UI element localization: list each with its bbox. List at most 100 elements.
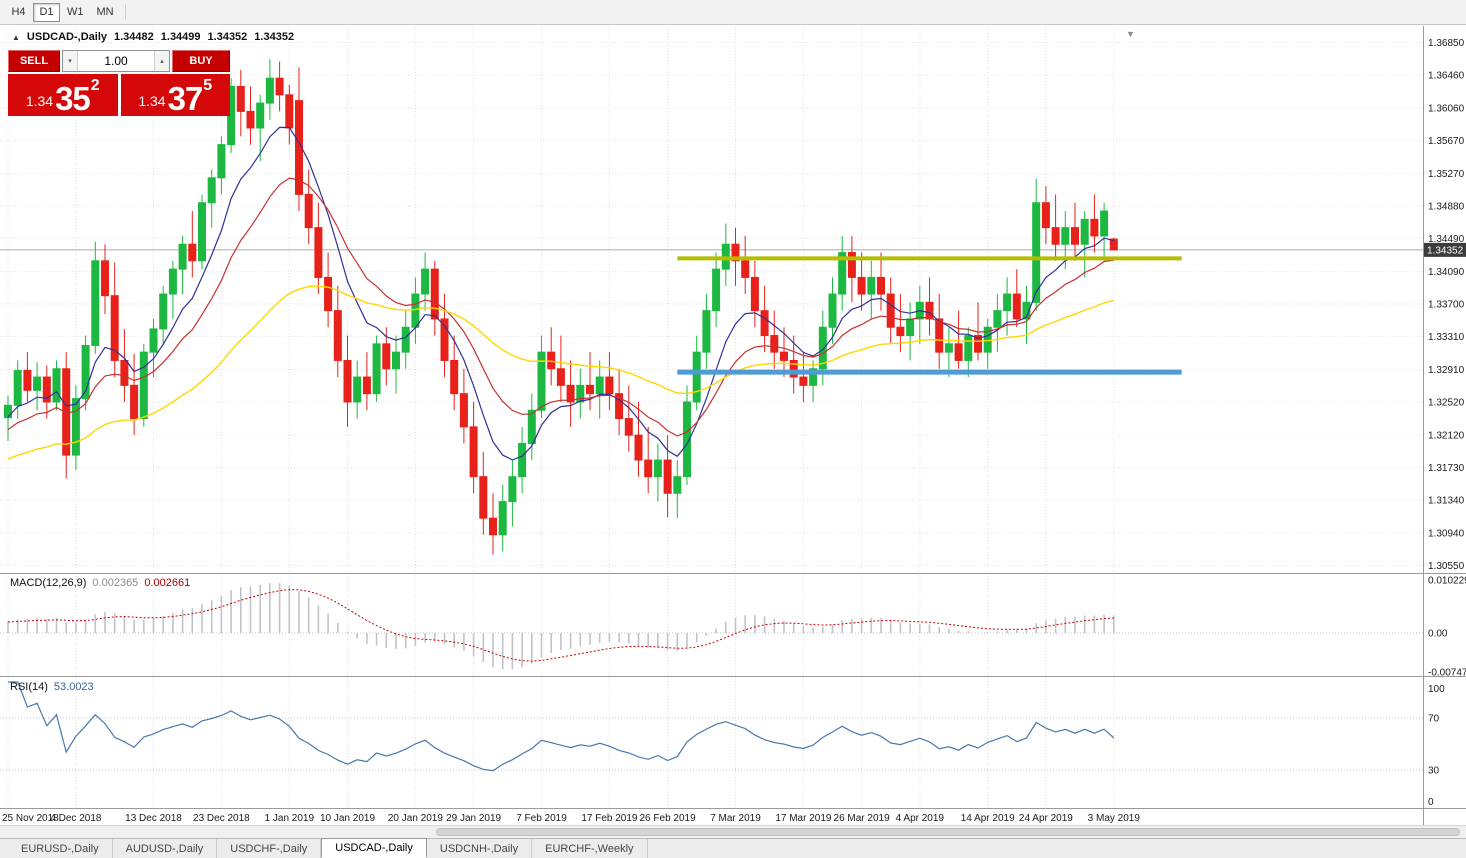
candle[interactable] xyxy=(304,169,313,245)
candle[interactable] xyxy=(712,252,721,328)
candle[interactable] xyxy=(828,277,837,344)
candle[interactable] xyxy=(644,426,653,494)
candle[interactable] xyxy=(265,59,274,120)
candle[interactable] xyxy=(809,360,818,402)
candle[interactable] xyxy=(91,241,100,354)
candle[interactable] xyxy=(857,252,866,311)
candle[interactable] xyxy=(1090,194,1099,253)
candle[interactable] xyxy=(780,327,788,378)
candle[interactable] xyxy=(566,360,575,427)
symbol-tab-usdcad[interactable]: USDCAD-,Daily xyxy=(321,838,427,858)
candle[interactable] xyxy=(440,294,449,378)
candle[interactable] xyxy=(459,368,468,444)
candle[interactable] xyxy=(324,252,333,328)
candle[interactable] xyxy=(527,393,536,461)
candle[interactable] xyxy=(295,67,303,212)
volume-stepper[interactable]: ▾ 1.00 ▴ xyxy=(62,50,170,72)
candle[interactable] xyxy=(450,335,459,411)
candle[interactable] xyxy=(1041,186,1050,245)
candle[interactable] xyxy=(974,302,982,361)
candle[interactable] xyxy=(217,136,226,195)
candle[interactable] xyxy=(52,360,61,411)
candle[interactable] xyxy=(741,235,750,295)
buy-button[interactable]: BUY xyxy=(172,50,230,72)
candle[interactable] xyxy=(605,352,614,411)
candle[interactable] xyxy=(915,285,924,344)
candle[interactable] xyxy=(886,277,895,344)
candle[interactable] xyxy=(673,460,682,519)
price-chart-canvas[interactable]: 1.36850 1.36460 1.36060 1.35670 1.35270 1.348… xyxy=(0,0,1466,830)
candle[interactable] xyxy=(13,360,22,419)
candle[interactable] xyxy=(372,335,381,402)
sell-price-panel[interactable]: 1.34 35 2 xyxy=(8,74,118,116)
candle[interactable] xyxy=(430,260,439,336)
candle[interactable] xyxy=(838,235,847,311)
candle[interactable] xyxy=(508,460,517,527)
candle[interactable] xyxy=(944,327,953,378)
candle[interactable] xyxy=(159,285,168,346)
symbol-tab-eurusd[interactable]: EURUSD-,Daily xyxy=(8,839,113,858)
candle[interactable] xyxy=(624,385,633,452)
candle[interactable] xyxy=(1109,237,1118,251)
sell-button[interactable]: SELL xyxy=(8,50,60,72)
candle[interactable] xyxy=(246,86,255,145)
candle[interactable] xyxy=(62,352,71,479)
candle[interactable] xyxy=(479,451,488,535)
candle[interactable] xyxy=(178,235,187,295)
candle[interactable] xyxy=(1022,285,1031,344)
candle[interactable] xyxy=(1003,277,1012,336)
candle[interactable] xyxy=(615,368,624,436)
candle[interactable] xyxy=(760,285,769,353)
candle[interactable] xyxy=(1071,202,1079,261)
candle[interactable] xyxy=(236,69,245,137)
horizontal-scrollbar[interactable] xyxy=(0,825,1466,838)
candle[interactable] xyxy=(750,260,759,328)
candle[interactable] xyxy=(333,285,342,378)
timeframe-tab-w1[interactable]: W1 xyxy=(67,6,84,18)
candle[interactable] xyxy=(4,395,12,441)
symbol-tab-usdcnh[interactable]: USDCNH-,Daily xyxy=(427,839,533,858)
candle[interactable] xyxy=(935,294,944,369)
candle[interactable] xyxy=(207,169,216,228)
candle[interactable] xyxy=(1100,202,1109,261)
symbol-tab-eurchf[interactable]: EURCHF-,Weekly xyxy=(532,839,648,858)
candle[interactable] xyxy=(314,202,323,295)
candle[interactable] xyxy=(42,365,51,419)
candle[interactable] xyxy=(663,435,672,518)
candle[interactable] xyxy=(954,310,963,369)
candle[interactable] xyxy=(653,443,662,502)
price-axis-labels[interactable]: 1.36850 1.36460 1.36060 1.35670 1.35270 1.348… xyxy=(1428,38,1465,572)
scrollbar-thumb[interactable] xyxy=(436,828,1460,836)
candle[interactable] xyxy=(634,401,643,477)
candle[interactable] xyxy=(537,335,546,419)
candle[interactable] xyxy=(353,360,362,419)
volume-increase-icon[interactable]: ▴ xyxy=(154,51,169,71)
candle[interactable] xyxy=(702,294,711,369)
candle[interactable] xyxy=(110,262,119,378)
candle[interactable] xyxy=(877,252,885,311)
candle[interactable] xyxy=(489,493,497,555)
candle[interactable] xyxy=(130,353,139,436)
candle[interactable] xyxy=(586,352,594,411)
candle[interactable] xyxy=(993,294,1002,353)
candle[interactable] xyxy=(275,61,284,112)
candle[interactable] xyxy=(847,235,856,303)
candle[interactable] xyxy=(33,362,42,411)
candle[interactable] xyxy=(256,94,265,162)
candle[interactable] xyxy=(925,277,934,336)
candle[interactable] xyxy=(867,260,876,319)
buy-price-panel[interactable]: 1.34 37 5 xyxy=(120,74,230,116)
candle[interactable] xyxy=(198,194,206,270)
timeframe-tab-d1[interactable]: D1 xyxy=(33,2,60,22)
candlestick-series[interactable] xyxy=(4,59,1118,555)
candle[interactable] xyxy=(770,310,779,369)
candle[interactable] xyxy=(595,360,604,419)
candle[interactable] xyxy=(547,327,556,386)
price-shift-marker-icon[interactable]: ▼ xyxy=(1126,29,1135,39)
candle[interactable] xyxy=(392,335,400,394)
timeframe-tab-h4[interactable]: H4 xyxy=(11,6,26,18)
candle[interactable] xyxy=(139,343,148,427)
candle[interactable] xyxy=(343,335,352,427)
candle[interactable] xyxy=(964,327,973,378)
